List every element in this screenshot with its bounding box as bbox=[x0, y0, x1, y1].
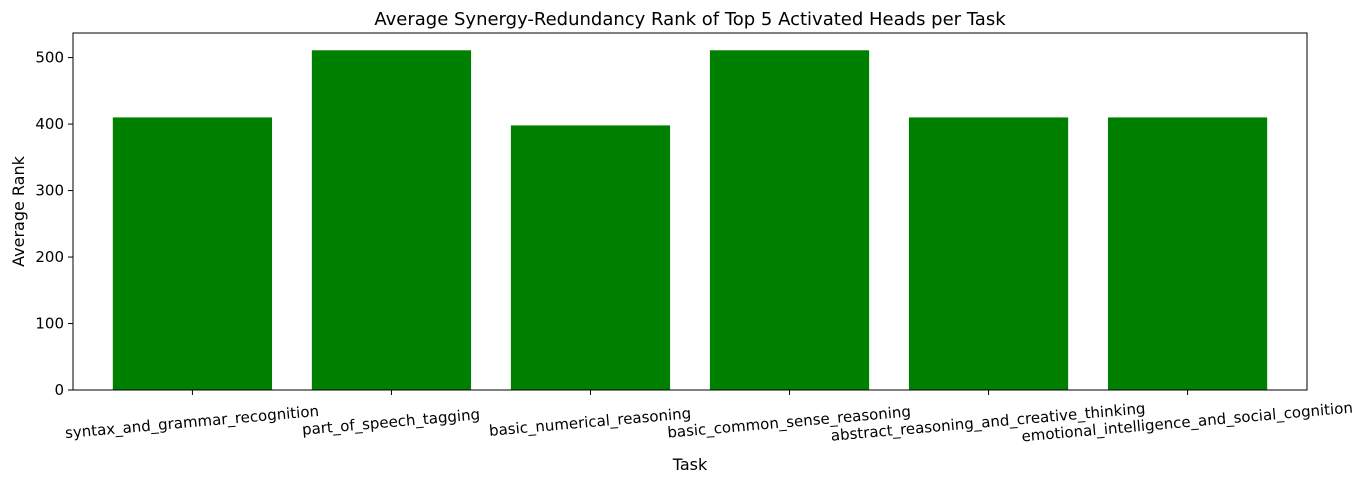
bar-syntax-and-grammar-recognition bbox=[112, 117, 273, 390]
x-tick-label: basic_numerical_reasoning bbox=[488, 404, 692, 441]
bar-basic-numerical-reasoning bbox=[510, 125, 671, 390]
plot-frame bbox=[72, 32, 1308, 391]
y-axis-label: Average Rank bbox=[9, 155, 28, 267]
bars-group bbox=[112, 50, 1268, 391]
chart-title: Average Synergy-Redundancy Rank of Top 5… bbox=[374, 9, 1006, 30]
y-tick-label: 200 bbox=[35, 248, 64, 266]
x-tick-label: syntax_and_grammar_recognition bbox=[64, 402, 319, 443]
x-tick-label: part_of_speech_tagging bbox=[301, 405, 481, 439]
bar-part-of-speech-tagging bbox=[311, 50, 472, 391]
y-tick-label: 400 bbox=[35, 115, 64, 133]
bar-emotional-intelligence-and-social-cognition bbox=[1107, 117, 1268, 390]
y-axis-ticks: 0 100 200 300 400 500 bbox=[35, 49, 73, 399]
y-tick-label: 500 bbox=[35, 49, 64, 67]
bar-basic-common-sense-reasoning bbox=[709, 50, 870, 391]
y-tick-label: 0 bbox=[54, 381, 64, 399]
y-tick-label: 100 bbox=[35, 315, 64, 333]
y-tick-label: 300 bbox=[35, 182, 64, 200]
x-axis-ticks: syntax_and_grammar_recognitionpart_of_sp… bbox=[64, 390, 1354, 446]
x-axis-label: Task bbox=[672, 455, 708, 474]
bar-abstract-reasoning-and-creative-thinking bbox=[908, 117, 1069, 390]
